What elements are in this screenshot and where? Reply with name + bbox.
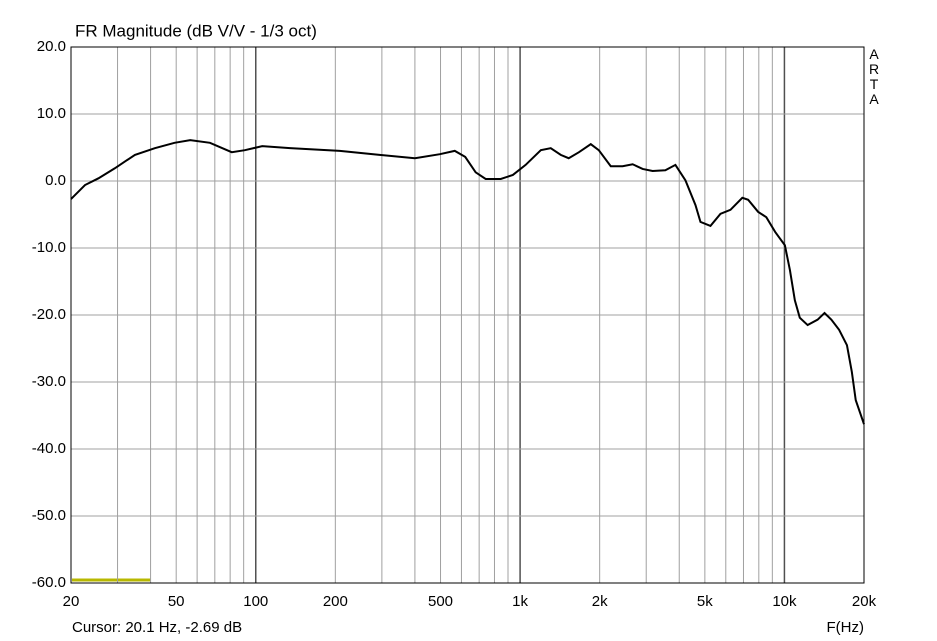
x-tick-label: 50 [168,593,185,610]
y-tick-label: -20.0 [32,306,66,323]
chart-title: FR Magnitude (dB V/V - 1/3 oct) [75,21,317,40]
x-tick-label: 20k [852,593,877,610]
x-tick-label: 100 [243,593,268,610]
x-tick-label: 5k [697,593,713,610]
y-tick-label: -10.0 [32,239,66,256]
cursor-readout: Cursor: 20.1 Hz, -2.69 dB [72,619,242,636]
plot-frame [70,46,865,584]
y-tick-label: -40.0 [32,440,66,457]
data-line [70,139,865,425]
y-tick-label: 10.0 [37,105,66,122]
y-tick-label: -50.0 [32,507,66,524]
y-tick-label: -30.0 [32,373,66,390]
y-tick-label: 0.0 [45,172,66,189]
x-tick-label: 1k [512,593,528,610]
x-tick-label: 20 [63,593,80,610]
x-tick-label: 500 [428,593,453,610]
y-tick-label: -60.0 [32,574,66,591]
x-tick-label: 2k [592,593,608,610]
y-tick-label: 20.0 [37,38,66,55]
x-tick-label: 200 [323,593,348,610]
x-tick-label: 10k [772,593,797,610]
x-axis-label: F(Hz) [827,619,865,636]
brand: ARTA [869,46,880,107]
